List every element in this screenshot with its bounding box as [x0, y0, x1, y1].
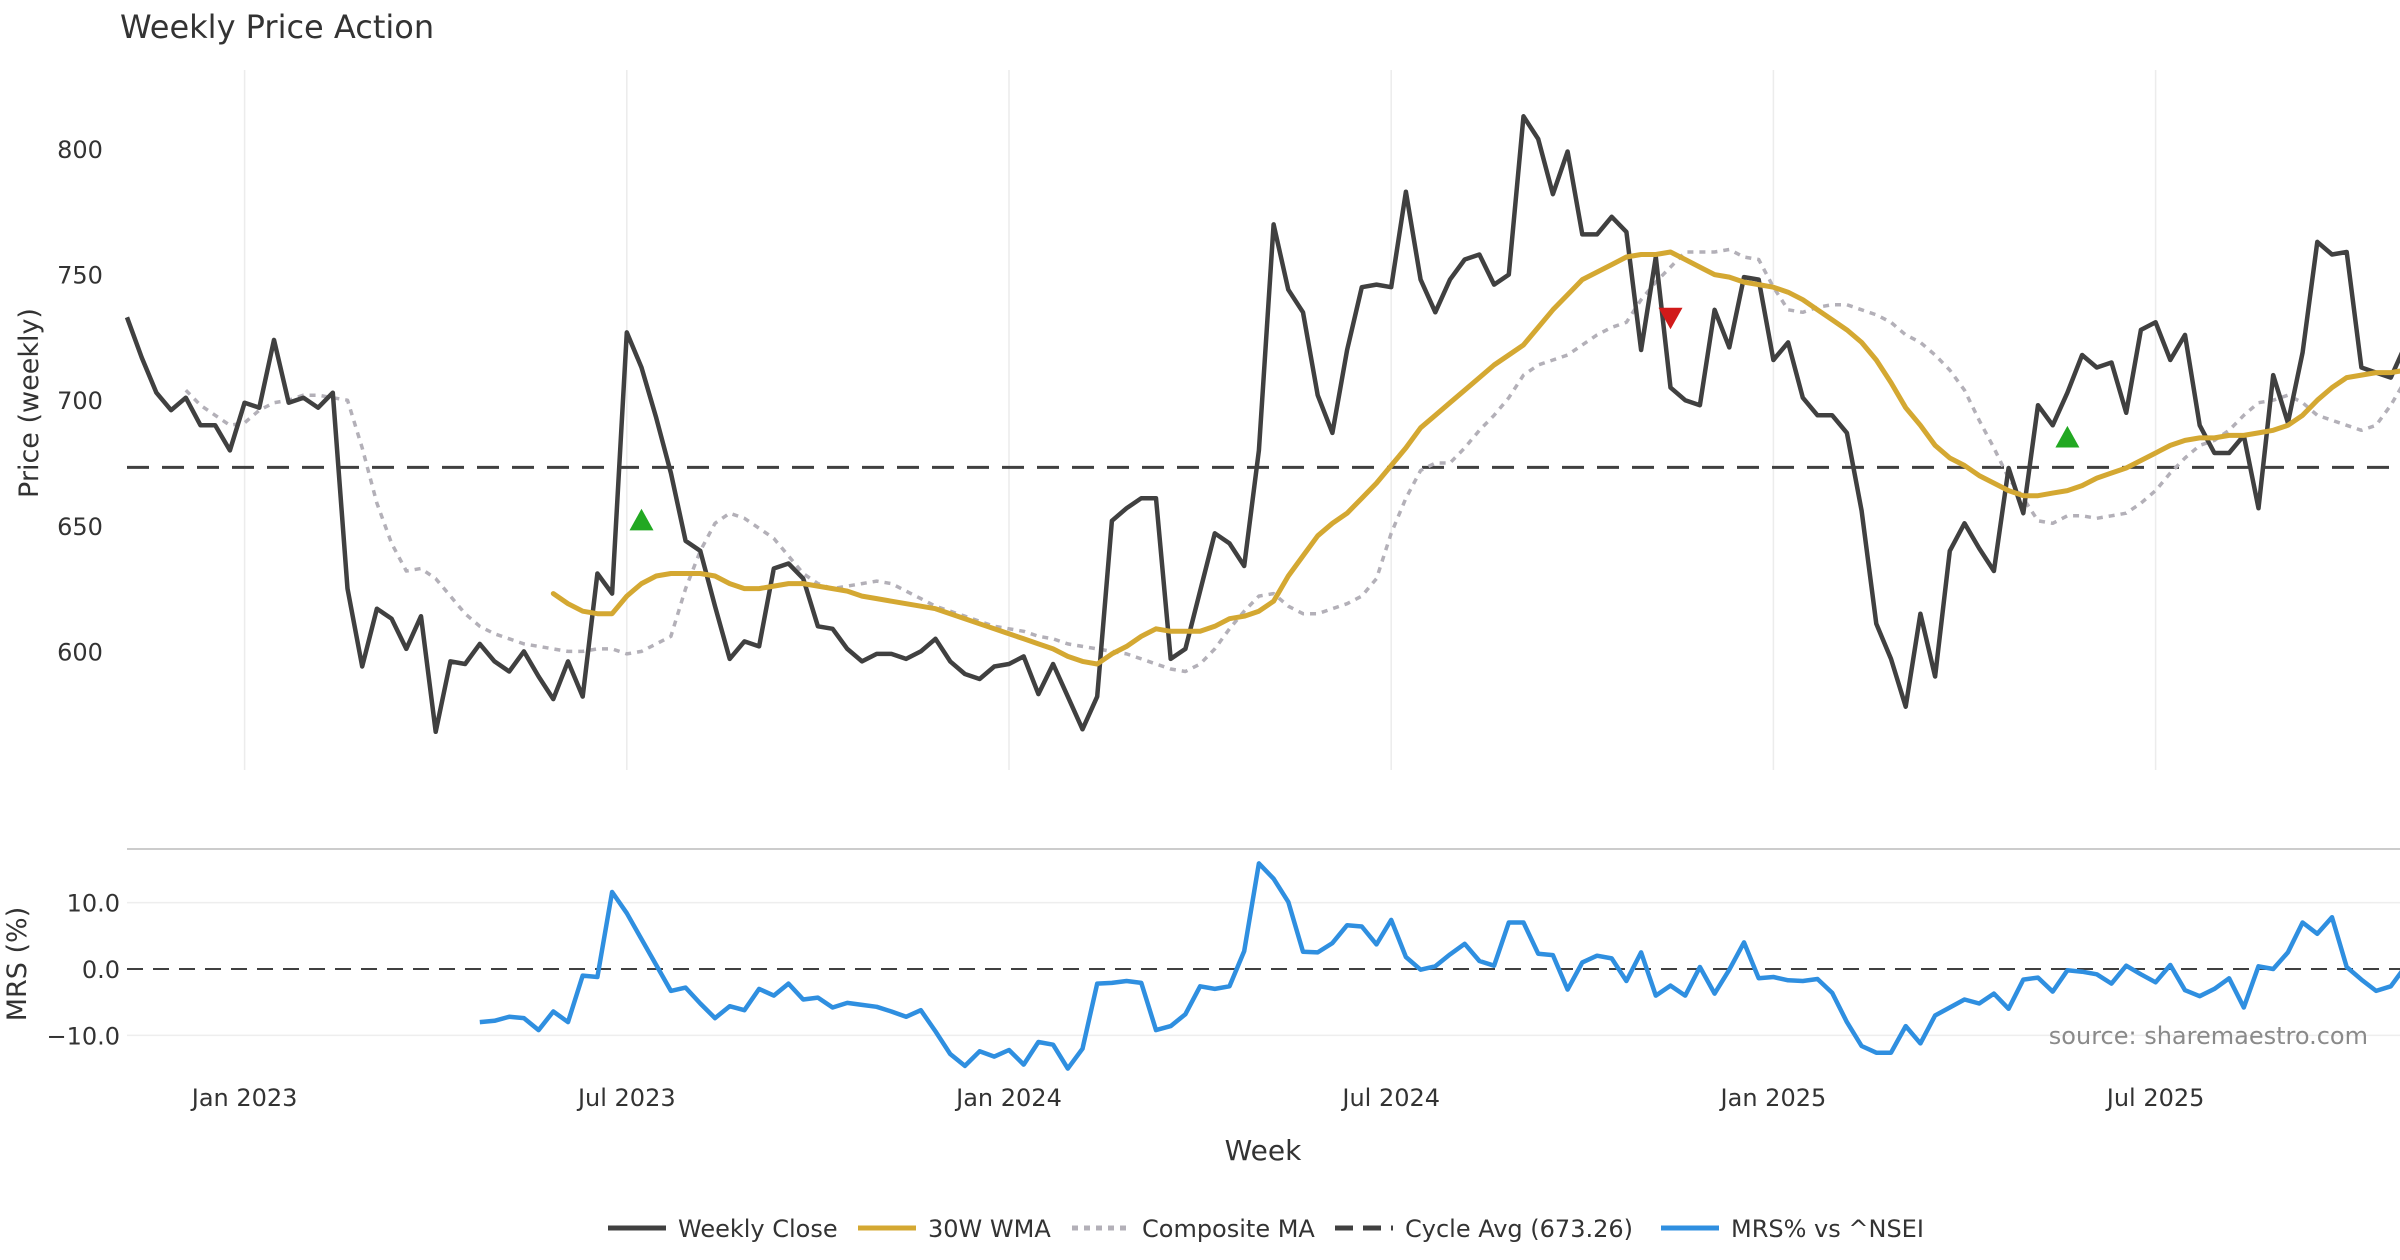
price-y-axis-label: Price (weekly) — [14, 308, 45, 498]
composite-ma-line — [184, 247, 2400, 674]
price-y-tick-700: 700 — [57, 387, 103, 415]
mrs-y-tick-2: 10.0 — [67, 890, 120, 918]
mrs-line — [479, 861, 2400, 1071]
price-y-tick-650: 650 — [57, 513, 103, 541]
price-y-tick-750: 750 — [57, 262, 103, 290]
price-y-tick-800: 800 — [57, 136, 103, 164]
x-tick-jan-2024: Jan 2024 — [954, 1084, 1062, 1112]
x-tick-jan-2025: Jan 2025 — [1719, 1084, 1827, 1112]
mrs-y-tick-0: −10.0 — [46, 1022, 120, 1050]
x-tick-jul-2025: Jul 2025 — [2105, 1084, 2205, 1112]
x-tick-jul-2024: Jul 2024 — [1340, 1084, 1440, 1112]
signal-markers — [629, 307, 2080, 531]
price-gridlines — [243, 70, 2157, 770]
x-axis-label: Week — [1225, 1134, 1302, 1167]
legend: Weekly Close 30W WMA Composite MA Cycle Avg… — [608, 1215, 1924, 1243]
legend-label-mrs-vs-nsei: MRS% vs ^NSEI — [1731, 1215, 1924, 1243]
legend-label-composite-ma: Composite MA — [1142, 1215, 1315, 1243]
legend-label-30w-wma: 30W WMA — [928, 1215, 1051, 1243]
mrs-y-axis-label: MRS (%) — [2, 907, 33, 1022]
chart-title: Weekly Price Action — [120, 8, 434, 46]
buy-signal-marker-0 — [629, 508, 654, 531]
buy-signal-marker-2 — [2055, 425, 2080, 448]
price-series-group — [124, 114, 2400, 735]
mrs-y-tick-1: 0.0 — [82, 956, 120, 984]
legend-label-weekly-close: Weekly Close — [678, 1215, 838, 1243]
x-tick-jan-2023: Jan 2023 — [190, 1084, 298, 1112]
source-annotation: source: sharemaestro.com — [2049, 1022, 2368, 1050]
sell-signal-marker-1 — [1658, 307, 1683, 330]
mrs-y-ticks: −10.0 0.0 10.0 — [46, 890, 120, 1051]
weekly-close-line — [124, 114, 2400, 735]
x-tick-jul-2023: Jul 2023 — [576, 1084, 676, 1112]
legend-label-cycle-avg-673-26: Cycle Avg (673.26) — [1405, 1215, 1633, 1243]
x-axis-ticks: Jan 2023 Jul 2023 Jan 2024 Jul 2024 Jan 2025… — [190, 1084, 2205, 1112]
price-y-tick-600: 600 — [57, 638, 103, 666]
30w-wma-line — [550, 249, 2400, 667]
mrs-series-group — [127, 861, 2400, 1071]
price-y-ticks: 600 650 700 750 800 — [57, 136, 103, 666]
mrs-gridlines — [127, 901, 2400, 1037]
